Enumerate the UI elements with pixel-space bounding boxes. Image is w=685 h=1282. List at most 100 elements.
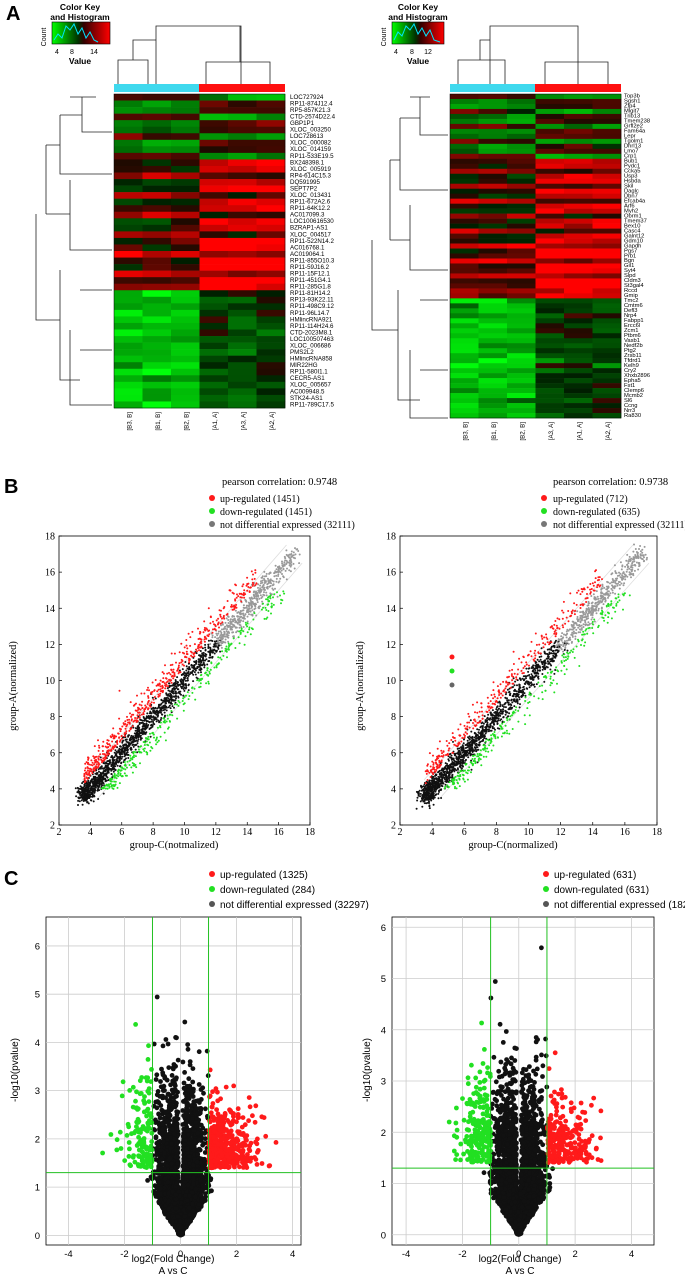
data-point-ns	[200, 667, 202, 670]
heatmap-cell	[171, 375, 200, 383]
data-point-up	[200, 640, 203, 643]
data-point-ns	[125, 738, 128, 741]
heatmap-cell	[450, 388, 479, 394]
heatmap-cell	[478, 238, 508, 244]
data-point-ns	[550, 664, 553, 667]
data-point-ns	[438, 769, 441, 772]
data-point-up	[111, 733, 114, 736]
legend-dot-down-left	[209, 508, 215, 514]
data-point-down	[108, 783, 110, 786]
data-point-ns	[213, 652, 216, 655]
scatter-left: pearson correlation: 0.9748 up-regulated…	[8, 477, 355, 851]
heatmap-cell	[478, 123, 508, 130]
data-point-ns	[459, 752, 462, 755]
heatmap-cell	[450, 188, 479, 194]
data-point-up	[101, 759, 104, 762]
data-point-up	[193, 643, 196, 646]
data-point-up	[130, 727, 133, 730]
data-point-ns	[140, 737, 143, 740]
data-point-down	[238, 630, 241, 633]
heatmap-cell	[228, 152, 257, 160]
data-point-ns	[237, 611, 240, 614]
data-point-up	[87, 756, 89, 759]
data-point-down	[240, 629, 243, 632]
data-point-down	[206, 673, 208, 676]
data-point-up	[251, 584, 254, 587]
data-point-ns	[215, 649, 218, 652]
data-point-up	[247, 586, 250, 588]
heatmap-cell	[535, 113, 565, 120]
data-point-ns	[137, 729, 140, 731]
data-point-ns	[510, 698, 513, 701]
data-point-ns	[114, 754, 117, 757]
data-point-ns	[215, 632, 218, 635]
heatmap-cell	[171, 303, 200, 311]
heatmap-cell	[450, 133, 479, 140]
data-point-up	[188, 657, 191, 660]
heatmap-cell	[564, 353, 593, 359]
heatmap-cell	[199, 349, 229, 356]
heatmap-cell	[256, 349, 286, 356]
gene-label: XLOC_003250	[290, 127, 331, 134]
gene-label: LOC727924	[290, 94, 324, 101]
heatmap-cell	[564, 263, 593, 269]
data-point-up	[185, 639, 188, 641]
data-point-ns	[263, 588, 266, 591]
heatmap-cell	[199, 133, 229, 141]
data-point-up	[185, 650, 188, 653]
row-dendrogram-right	[371, 96, 448, 419]
gene-label: Casc4	[624, 228, 641, 234]
data-point-down	[185, 694, 187, 697]
data-point-up	[163, 682, 166, 685]
data-point-ns	[421, 805, 424, 808]
data-point-ns	[91, 782, 94, 785]
data-point-down	[134, 755, 137, 758]
heatmap-cell	[228, 107, 257, 114]
heatmap-cell	[199, 244, 229, 252]
gene-label: RP11-855O10.3	[290, 257, 335, 264]
data-point-ns	[144, 728, 147, 731]
data-point-up	[251, 578, 254, 581]
heatmap-cell	[564, 173, 593, 180]
data-point-down	[205, 682, 208, 685]
data-point-ns	[272, 588, 275, 591]
data-point-ns	[475, 742, 478, 745]
data-point-ns	[618, 584, 621, 586]
heatmap-cell	[478, 323, 508, 329]
data-point-ns	[237, 619, 240, 622]
data-point-down	[123, 764, 126, 767]
heatmap-cell	[114, 126, 143, 134]
data-point-ns	[643, 556, 645, 559]
data-point-ns	[110, 769, 113, 772]
heatmap-cell	[114, 290, 143, 298]
heatmap-cell	[478, 318, 508, 324]
data-point-ns	[585, 607, 588, 610]
heatmap-cell	[142, 185, 172, 193]
data-point-up	[166, 672, 169, 675]
data-point-down	[208, 670, 211, 673]
data-point-ns	[207, 647, 210, 649]
data-point-ns	[153, 716, 155, 719]
data-point-ns	[250, 603, 253, 606]
heatmap-cell	[256, 296, 286, 304]
data-point-ns	[617, 580, 620, 583]
sample-label: [B1, B]	[155, 412, 162, 431]
data-point-ns	[259, 588, 262, 591]
data-point-ns	[162, 709, 165, 712]
heatmap-cell	[199, 120, 229, 128]
heatmap-cell	[114, 211, 143, 219]
data-point-up	[137, 706, 139, 709]
data-point-ns	[153, 709, 156, 712]
heatmap-cell	[478, 288, 508, 294]
data-point-up	[124, 727, 127, 730]
data-point-ns	[87, 779, 90, 782]
x-tick-label: 2	[57, 827, 62, 838]
heatmap-cell	[256, 381, 286, 389]
heatmap-cell	[450, 94, 479, 100]
data-point-ns	[214, 636, 217, 639]
data-point-ns	[176, 683, 179, 686]
data-point-ns	[176, 681, 179, 683]
data-point-up	[106, 754, 109, 757]
heatmap-cell	[478, 98, 508, 105]
data-point-down	[263, 617, 266, 620]
